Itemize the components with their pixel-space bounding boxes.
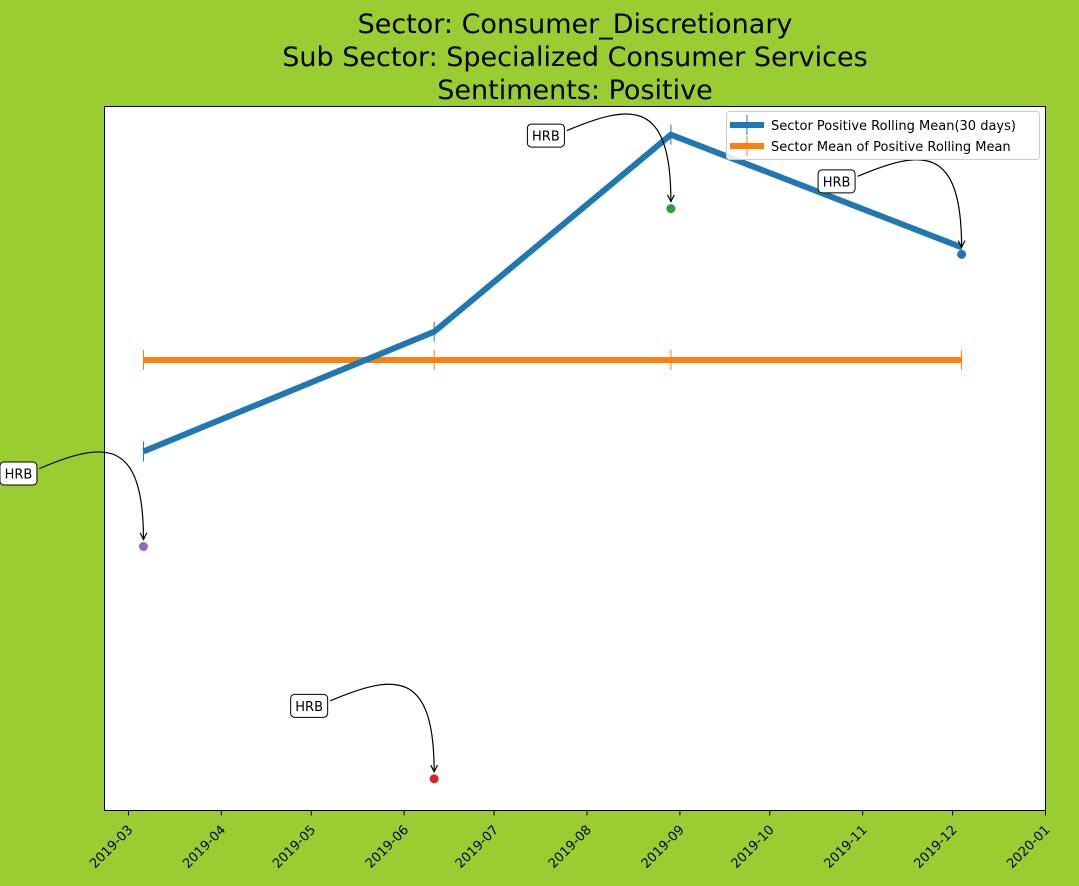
x-axis: 2019-03 2019-04 2019-05 2019-06 2019-07 2019-… — [87, 810, 1053, 872]
chart-title-line-3: Sentiments: Positive — [437, 75, 712, 106]
data-point — [429, 774, 439, 784]
plot-area — [104, 106, 1046, 811]
annotations-layer: HRB HRB HRB HRB — [0, 113, 962, 772]
legend: Sector Positive Rolling Mean(30 days) Se… — [726, 111, 1040, 160]
annotation-label: HRB — [532, 130, 560, 145]
x-tick-label: 2019-10 — [729, 823, 778, 872]
points-layer — [138, 204, 967, 784]
chart-title-line-2: Sub Sector: Specialized Consumer Service… — [282, 42, 867, 73]
annotation-arrow — [857, 159, 962, 248]
annotation-label: HRB — [5, 468, 33, 483]
legend-label-mean: Sector Mean of Positive Rolling Mean — [771, 140, 1011, 155]
data-point — [138, 542, 148, 551]
annotation-arrow — [566, 113, 671, 202]
legend-label-rolling: Sector Positive Rolling Mean(30 days) — [771, 119, 1016, 134]
x-tick-label: 2019-12 — [911, 823, 960, 872]
annotation-arrow — [329, 683, 434, 772]
annotation-box — [290, 693, 329, 718]
annotation-arrow — [39, 451, 143, 540]
annotation-label: HRB — [295, 700, 323, 715]
x-tick-label: 2019-03 — [87, 823, 136, 872]
annotation-label: HRB — [823, 175, 851, 190]
x-tick-label: 2019-08 — [546, 823, 595, 872]
data-point — [957, 249, 967, 259]
annotation-box — [817, 169, 856, 194]
annotation-box — [0, 461, 38, 486]
x-tick-label: 2020-01 — [1004, 823, 1053, 872]
x-tick-label: 2019-11 — [822, 823, 871, 872]
x-tick-label: 2019-09 — [639, 823, 688, 872]
x-tick-label: 2019-06 — [363, 823, 412, 872]
x-tick-label: 2019-07 — [453, 823, 502, 872]
legend-box — [726, 111, 1040, 160]
x-tick-label: 2019-04 — [180, 823, 229, 872]
data-point — [666, 204, 676, 214]
series-line-rolling — [142, 131, 963, 455]
annotation-box — [526, 123, 565, 148]
x-tick-label: 2019-05 — [270, 823, 319, 872]
chart-title-line-1: Sector: Consumer_Discretionary — [358, 9, 793, 40]
